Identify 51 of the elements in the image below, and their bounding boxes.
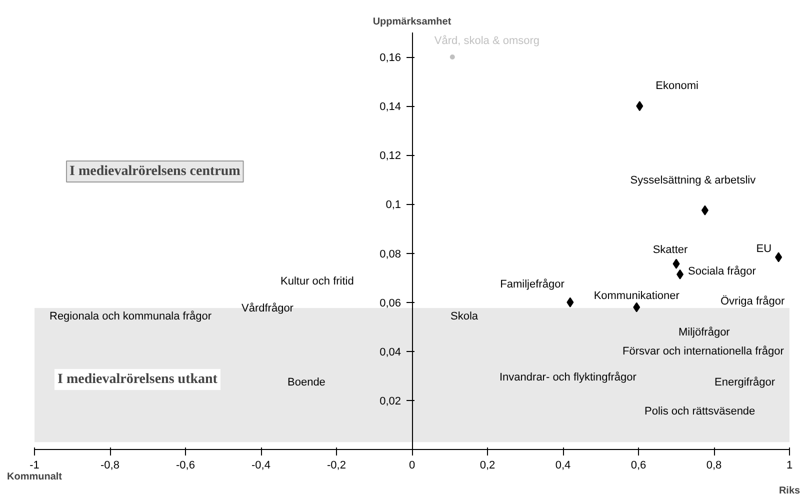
point [566, 297, 574, 308]
annotation: Invandrar- och flyktingfrågor [500, 372, 637, 384]
y-tick-label: 0,02 [380, 395, 402, 408]
series-label: Ekonomi [656, 80, 698, 92]
annotation: Boende [288, 376, 326, 388]
series-label: Skatter [652, 244, 688, 256]
text: Riks [778, 486, 800, 496]
annotation: I medievalrörelsens utkant [58, 372, 218, 387]
y-tick-label: 0,16 [380, 52, 402, 64]
annotation: Vårdfrågor [242, 302, 294, 314]
point [775, 252, 782, 262]
point [672, 258, 680, 269]
y-tick-label: 0,1 [386, 199, 402, 212]
x-tick-label: 0,4 [555, 460, 571, 472]
text: Sysselsättning & arbetsliv [630, 174, 756, 186]
x-tick-label: 0,6 [630, 460, 646, 472]
series-label: Vård, skola & omsorg [434, 35, 540, 48]
x-tick-label: 0,2 [480, 460, 496, 472]
point [676, 269, 684, 280]
point [450, 54, 455, 60]
annotation: Försvar och internationella frågor [622, 346, 784, 358]
x-tick-label: 1 [786, 460, 793, 472]
x-tick-label: 0,8 [706, 460, 722, 472]
y-tick-label: 0,08 [380, 248, 402, 260]
y-tick-label: 0,14 [380, 101, 402, 114]
annotation: Miljöfrågor [678, 326, 730, 338]
series-label: Kommunikationer [594, 290, 680, 302]
annotation: Polis och rättsväsende [644, 406, 756, 418]
x-tick-label: -0,8 [100, 460, 120, 472]
point [633, 302, 640, 312]
point [636, 101, 644, 112]
annotation: Regionala och kommunala frågor [50, 310, 212, 322]
series-label: EU [756, 243, 772, 256]
x-axis-title: Kommunalt [7, 472, 63, 482]
x-tick-label: -1 [30, 460, 40, 472]
x-tick-label: -0,2 [327, 460, 346, 472]
y-tick-label: 0,06 [380, 297, 402, 310]
annotation: Kultur och fritid [280, 276, 354, 288]
y-tick-label: 0,04 [380, 346, 402, 358]
x-tick-label: 0 [408, 460, 416, 472]
annotation: I medievalrörelsens centrum [70, 164, 241, 179]
series-label: Sociala frågor [688, 265, 756, 278]
x-tick-label: -0,4 [252, 460, 270, 472]
series-label: Familjefrågor [500, 278, 565, 290]
annotation: Energifrågor [714, 376, 776, 388]
annotation: Övriga frågor [720, 294, 786, 308]
y-tick-label: 0,12 [380, 150, 402, 162]
y-axis-title: Uppmärksamhet [372, 16, 452, 28]
point [701, 205, 708, 216]
x-tick-label: -0,6 [176, 460, 195, 472]
annotation: Skola [450, 310, 479, 322]
